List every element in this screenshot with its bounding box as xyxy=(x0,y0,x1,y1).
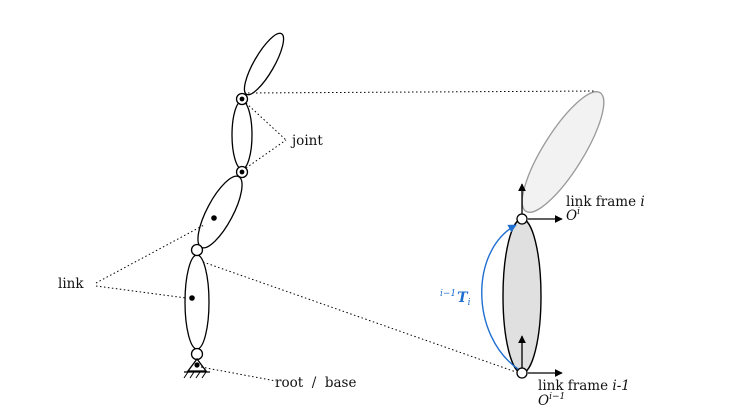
origin-i-label: Oi xyxy=(566,207,580,224)
joint-top xyxy=(235,92,249,106)
root-base-label: root / base xyxy=(275,375,356,391)
frame-i-origin xyxy=(516,213,528,225)
root-base-icon xyxy=(183,357,210,379)
frame-i1-origin xyxy=(516,367,528,379)
link-top xyxy=(243,32,285,96)
joint-middle xyxy=(235,165,249,179)
link-label: link xyxy=(58,276,84,292)
link-next-faded xyxy=(521,91,605,213)
link-center-dot xyxy=(211,215,217,221)
link-upper xyxy=(231,100,253,170)
link-middle xyxy=(197,175,243,249)
origin-i1-label: Oi−1 xyxy=(538,392,565,409)
link-frame-i-label: link frame i xyxy=(566,194,645,210)
joint-open xyxy=(190,243,204,257)
link-frame-i1-label: link frame i-1 xyxy=(538,378,630,394)
right-zoom: link frame i Oi link frame i-1 Oi−1 i−1T… xyxy=(440,91,645,409)
link-center-dot xyxy=(189,295,195,301)
joint-base xyxy=(190,347,204,361)
left-chain: joint link root / base xyxy=(58,32,356,391)
zoom-lines xyxy=(202,90,597,373)
transform-label: i−1Ti xyxy=(440,289,471,308)
transform-arc xyxy=(481,224,519,370)
link-lower xyxy=(184,254,210,350)
callout-lines xyxy=(95,102,287,382)
joint-label: joint xyxy=(290,133,323,149)
